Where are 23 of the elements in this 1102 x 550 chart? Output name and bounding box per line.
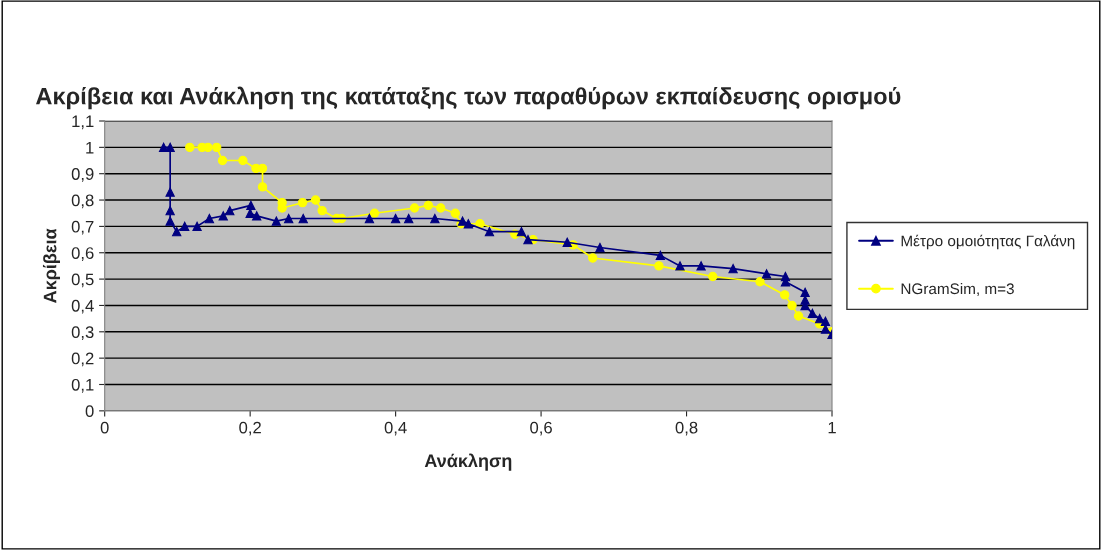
y-tick-label: 1 bbox=[86, 141, 94, 154]
y-tick-label: 0,6 bbox=[71, 247, 94, 261]
y-tick-label: 0,3 bbox=[71, 326, 94, 340]
x-tick-label: 0,8 bbox=[675, 421, 698, 436]
y-tick-label: 0 bbox=[85, 405, 94, 418]
y-tick-label: 0,2 bbox=[71, 352, 94, 367]
chart-title: Ακρίβεια και Ανάκληση της κατάταξης των παραθύρων εκπαίδευσης ορισμού bbox=[35, 86, 901, 110]
x-tick-label: 0,2 bbox=[239, 421, 261, 436]
x-tick-label: 0,4 bbox=[384, 421, 407, 436]
x-tick-label: 1 bbox=[828, 421, 836, 434]
y-tick-label: 0,8 bbox=[71, 194, 94, 209]
y-tick-label: 0,4 bbox=[71, 299, 94, 314]
y-tick-label: 0,7 bbox=[71, 220, 94, 235]
legend-label: Μέτρο ομοιότητας Γαλάνη bbox=[901, 234, 1075, 250]
x-axis-title: Ανάκληση bbox=[424, 453, 512, 471]
x-tick-label: 0,6 bbox=[530, 421, 552, 436]
legend-label: NGramSim, m=3 bbox=[901, 282, 1014, 296]
x-tick-label: 0 bbox=[100, 421, 109, 434]
y-axis-title: Ακρίβεια bbox=[42, 228, 60, 303]
y-tick-label: 1,1 bbox=[72, 115, 94, 130]
y-tick-label: 0,1 bbox=[71, 378, 94, 393]
y-tick-label: 0,9 bbox=[71, 168, 94, 182]
y-tick-label: 0,5 bbox=[71, 273, 94, 288]
